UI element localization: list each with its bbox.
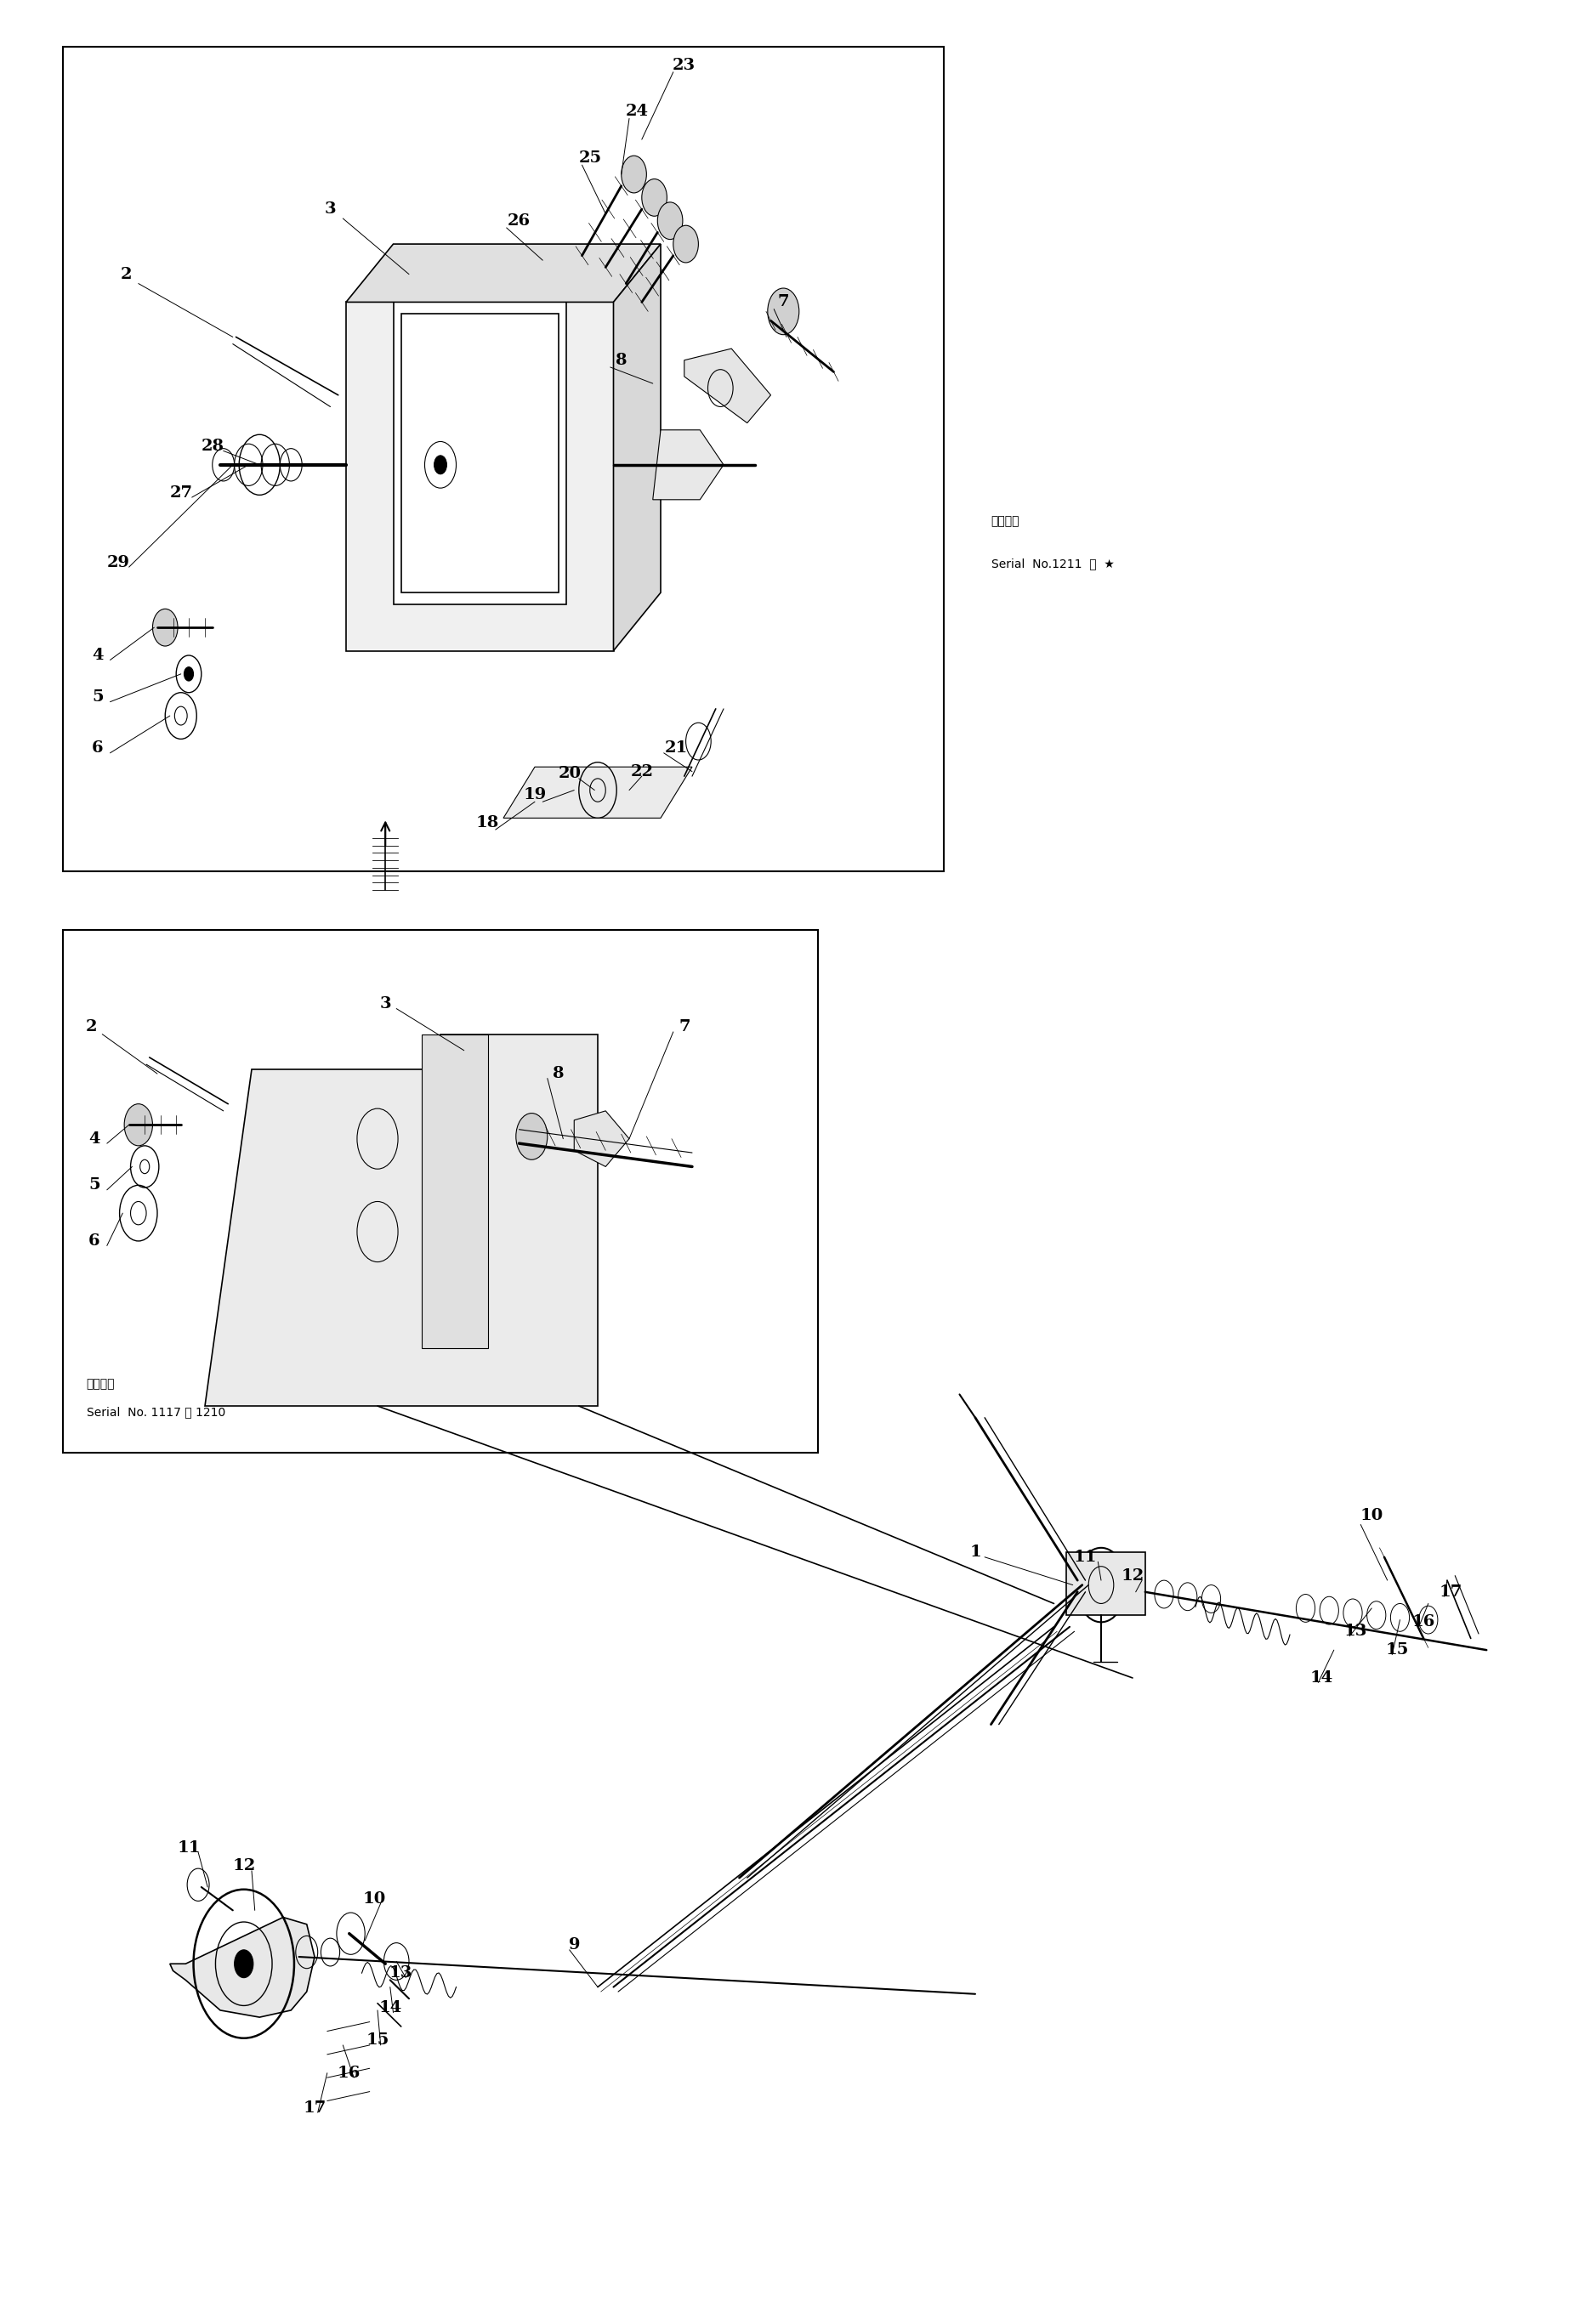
Circle shape [768,288,799,335]
Polygon shape [346,302,613,651]
Text: 17: 17 [1439,1585,1461,1599]
Text: Serial  No.1211  ～  ★: Serial No.1211 ～ ★ [991,558,1114,569]
Circle shape [234,1950,253,1978]
Text: 10: 10 [363,1892,385,1906]
Text: 13: 13 [390,1966,412,1980]
Polygon shape [204,1034,598,1406]
Text: 4: 4 [91,648,104,662]
Polygon shape [346,244,661,302]
Text: 8: 8 [552,1067,565,1081]
Text: 12: 12 [233,1859,255,1873]
Text: 14: 14 [379,2001,401,2015]
Text: 23: 23 [673,58,695,72]
Text: Serial  No. 1117 ～ 1210: Serial No. 1117 ～ 1210 [87,1406,225,1418]
Polygon shape [1066,1552,1145,1615]
Text: 24: 24 [626,105,648,119]
Polygon shape [503,767,692,818]
Text: 9: 9 [568,1938,580,1952]
Text: 22: 22 [631,765,653,779]
Text: 2: 2 [120,267,132,281]
Text: 5: 5 [88,1178,101,1192]
Circle shape [658,202,683,239]
Text: 20: 20 [558,767,580,781]
Text: 3: 3 [324,202,337,216]
Text: 26: 26 [508,214,530,228]
Text: 16: 16 [338,2066,360,2080]
Polygon shape [653,430,724,500]
Text: 2: 2 [85,1020,98,1034]
Text: 1: 1 [969,1545,982,1559]
Bar [63,46,944,872]
Circle shape [516,1113,547,1160]
Polygon shape [574,1111,629,1167]
Text: 14: 14 [1310,1671,1332,1685]
Text: 6: 6 [91,741,104,755]
Text: 7: 7 [678,1020,691,1034]
Text: 6: 6 [88,1234,101,1248]
Text: 28: 28 [201,439,223,453]
Polygon shape [170,1917,315,2017]
Text: 21: 21 [665,741,687,755]
Text: 18: 18 [477,816,499,830]
Circle shape [434,456,447,474]
Circle shape [124,1104,153,1146]
Text: 15: 15 [1386,1643,1408,1657]
Text: 15: 15 [367,2034,389,2047]
Circle shape [642,179,667,216]
Text: 5: 5 [91,690,104,704]
Text: 10: 10 [1361,1508,1383,1522]
Circle shape [621,156,647,193]
Polygon shape [422,1034,488,1348]
Text: 適用号機: 適用号機 [87,1378,115,1390]
Text: 適用号機: 適用号機 [991,516,1019,528]
Text: 4: 4 [88,1132,101,1146]
Circle shape [1092,1571,1111,1599]
Text: 17: 17 [304,2101,326,2115]
Text: 3: 3 [379,997,392,1011]
Text: 29: 29 [107,555,129,569]
Text: 11: 11 [1074,1550,1096,1564]
Polygon shape [684,349,771,423]
Text: 19: 19 [524,788,546,802]
Text: 25: 25 [579,151,601,165]
Text: 8: 8 [615,353,628,367]
Text: 27: 27 [170,486,192,500]
Text: 16: 16 [1413,1615,1435,1629]
Circle shape [673,225,698,263]
Circle shape [184,667,193,681]
Circle shape [153,609,178,646]
Bar [63,930,818,1452]
Text: 7: 7 [777,295,790,309]
Text: 12: 12 [1122,1569,1144,1583]
Text: 13: 13 [1345,1624,1367,1638]
Polygon shape [613,244,661,651]
Polygon shape [401,314,558,593]
Text: 11: 11 [178,1841,200,1855]
